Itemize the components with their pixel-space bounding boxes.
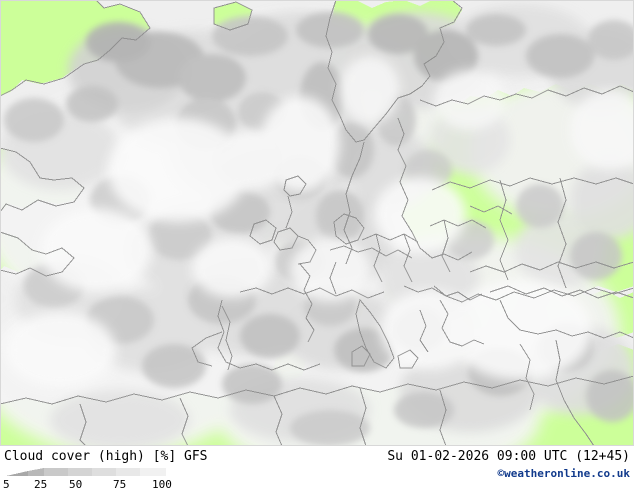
colorbar-tick-1: 25	[34, 478, 48, 491]
colorbar-tick-labels: 5 25 50 75 100	[0, 478, 220, 491]
forecast-timestamp: Su 01-02-2026 09:00 UTC (12+45)	[387, 449, 630, 464]
coastline-border-layer	[0, 0, 634, 446]
page-title: Cloud cover (high) [%] GFS	[4, 449, 208, 464]
colorbar-seg-1	[44, 468, 68, 476]
copyright-label: ©weatheronline.co.uk	[497, 467, 630, 480]
colorbar-tick-4: 100	[152, 478, 172, 491]
europe-cloud-cover-map[interactable]	[0, 0, 634, 446]
colorbar-tick-2: 50	[69, 478, 83, 491]
colorbar-seg-3	[92, 468, 116, 476]
cloud-cover-colorbar	[4, 467, 168, 478]
colorbar-seg-5	[140, 468, 166, 476]
colorbar-tick-3: 75	[113, 478, 127, 491]
colorbar-tick-0: 5	[3, 478, 10, 491]
colorbar-wedge-tip	[6, 471, 28, 476]
colorbar-seg-4	[116, 468, 140, 476]
cloud-cover-layer	[0, 4, 634, 446]
colorbar-seg-2	[68, 468, 92, 476]
colorbar-wedge-mid	[28, 468, 44, 476]
map-footer: Cloud cover (high) [%] GFS Su 01-02-2026…	[0, 446, 634, 491]
